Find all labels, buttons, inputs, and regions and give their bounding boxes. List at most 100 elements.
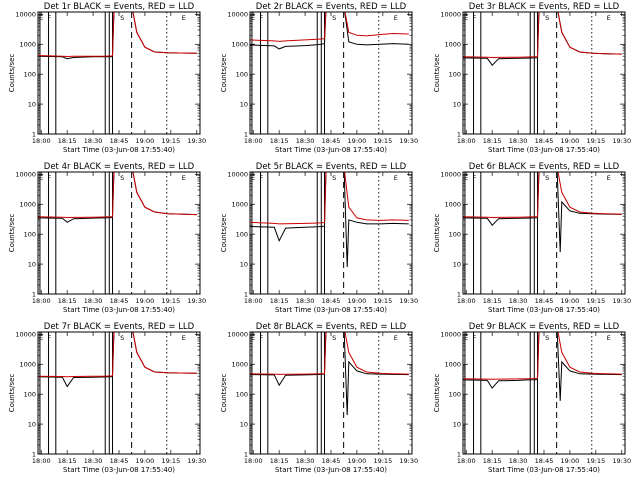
plot-frame (249, 11, 413, 135)
event-label: S (120, 174, 124, 182)
event-label: E (39, 334, 43, 342)
detector-plot-1: Det 1r BLACK = Events, RED = LLD 1 10 100 10… (8, 2, 206, 154)
y-tick-label: 1000 (231, 41, 248, 49)
y-tick-label: 100 (449, 390, 461, 398)
y-tick-label: 10 (453, 420, 461, 428)
event-label: S (332, 14, 336, 22)
event-label: F (259, 334, 263, 342)
event-label: F (472, 14, 476, 22)
x-tick-label: 18:15 (58, 297, 77, 305)
y-tick-label: 100 (236, 70, 248, 78)
event-label: E (607, 174, 611, 182)
x-tick-label: 19:15 (161, 457, 180, 465)
plot-title: Det 5r BLACK = Events, RED = LLD (256, 162, 407, 172)
events-series-line (250, 12, 409, 50)
y-tick-label: 10 (453, 100, 461, 108)
x-axis-label: Start Time (03-Jun-08 17:55:40) (63, 466, 175, 474)
y-tick-label: 1000 (19, 361, 36, 369)
y-axis-label: Counts/sec (8, 54, 16, 93)
events-series-line (38, 12, 197, 60)
plot-frame (249, 331, 413, 455)
y-tick-label: 10000 (15, 171, 36, 179)
y-axis-label: Counts/sec (8, 214, 16, 253)
y-tick-label: 10000 (440, 11, 461, 19)
x-tick-label: 18:30 (296, 137, 315, 145)
plot-frame (462, 11, 626, 135)
x-tick-label: 19:15 (373, 457, 392, 465)
x-tick-label: 18:00 (244, 457, 263, 465)
detector-plot-2: Det 2r BLACK = Events, RED = LLD 1 10 100 10… (220, 2, 418, 154)
x-tick-label: 18:00 (457, 137, 476, 145)
plot-title: Det 7r BLACK = Events, RED = LLD (44, 322, 195, 332)
x-tick-label: 18:30 (296, 297, 315, 305)
event-label: F (259, 14, 263, 22)
y-tick-label: 1 (32, 450, 36, 458)
y-tick-label: 10000 (440, 331, 461, 339)
x-tick-label: 18:15 (483, 457, 502, 465)
event-label: E (39, 14, 43, 22)
x-tick-label: 19:30 (612, 457, 631, 465)
event-label: S (332, 174, 336, 182)
lld-series-line (463, 332, 622, 380)
lld-series-line (250, 172, 409, 225)
plot-frame (37, 11, 201, 135)
x-tick-label: 18:00 (32, 297, 51, 305)
y-tick-label: 10000 (227, 11, 248, 19)
event-label: E (464, 174, 468, 182)
lld-series-line (463, 172, 622, 219)
x-axis-label: Start Time (03-Jun-08 17:55:40) (488, 146, 600, 154)
y-tick-label: 1000 (231, 361, 248, 369)
x-tick-label: 18:30 (509, 137, 528, 145)
x-tick-label: 18:45 (110, 137, 129, 145)
plot-title: Det 2r BLACK = Events, RED = LLD (256, 2, 407, 12)
event-label: F (47, 334, 51, 342)
plot-title: Det 8r BLACK = Events, RED = LLD (256, 322, 407, 332)
plot-title: Det 9r BLACK = Events, RED = LLD (469, 322, 620, 332)
event-label: F (47, 14, 51, 22)
y-tick-label: 1 (32, 290, 36, 298)
lld-series-line (38, 332, 197, 378)
x-axis-label: Start Time (03-Jun-08 17:55:40) (63, 146, 175, 154)
plot-title: Det 6r BLACK = Events, RED = LLD (469, 162, 620, 172)
x-tick-label: 19:15 (586, 137, 605, 145)
x-tick-label: 19:15 (586, 297, 605, 305)
y-tick-label: 10 (453, 260, 461, 268)
plot-frame (462, 331, 626, 455)
lld-series-line (250, 332, 409, 375)
x-tick-label: 18:30 (509, 457, 528, 465)
x-tick-label: 18:45 (110, 457, 129, 465)
event-label: S (545, 334, 549, 342)
x-tick-label: 19:15 (373, 137, 392, 145)
x-axis-label: Start Time (03-Jun-08 17:55:40) (63, 306, 175, 314)
y-tick-label: 10 (28, 420, 36, 428)
plot-frame (462, 171, 626, 295)
x-tick-label: 19:30 (612, 297, 631, 305)
x-tick-label: 18:45 (322, 457, 341, 465)
event-label: F (472, 174, 476, 182)
x-tick-label: 18:30 (84, 297, 103, 305)
y-tick-label: 10000 (15, 331, 36, 339)
x-tick-label: 18:45 (535, 137, 554, 145)
y-tick-label: 10000 (227, 171, 248, 179)
x-tick-label: 19:15 (161, 137, 180, 145)
x-tick-label: 18:15 (483, 297, 502, 305)
x-tick-label: 18:15 (58, 137, 77, 145)
x-tick-label: 19:30 (187, 297, 206, 305)
event-label: E (182, 334, 186, 342)
y-tick-label: 1000 (19, 201, 36, 209)
event-label: E (464, 334, 468, 342)
event-label: F (259, 174, 263, 182)
lld-series-line (250, 12, 409, 42)
detector-plot-7: Det 7r BLACK = Events, RED = LLD 1 10 100 10… (8, 322, 206, 474)
event-label: E (251, 14, 255, 22)
x-tick-label: 18:45 (110, 297, 129, 305)
x-tick-label: 19:30 (399, 457, 418, 465)
event-label: E (39, 174, 43, 182)
x-tick-label: 19:00 (348, 457, 367, 465)
x-tick-label: 18:00 (244, 297, 263, 305)
event-label: E (182, 14, 186, 22)
y-axis-label: Counts/sec (220, 54, 228, 93)
x-tick-label: 19:00 (561, 457, 580, 465)
y-tick-label: 100 (236, 390, 248, 398)
events-series-line (250, 172, 409, 268)
